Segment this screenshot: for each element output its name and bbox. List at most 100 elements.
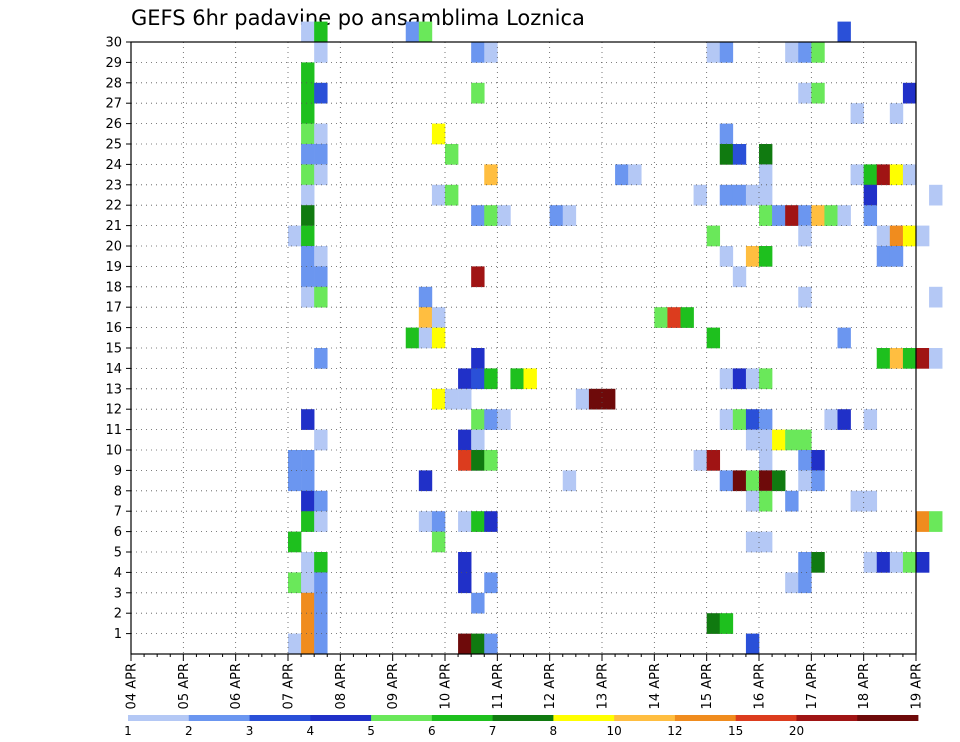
heatmap-cell <box>837 21 851 43</box>
heatmap-cell <box>902 348 917 369</box>
x-tick-label: 11 APR <box>491 663 506 709</box>
y-tick-label: 16 <box>105 321 122 336</box>
legend-swatch <box>553 715 615 721</box>
heatmap-cell <box>837 327 851 349</box>
legend-label: 1 <box>124 724 132 738</box>
heatmap-cell <box>615 164 629 186</box>
heatmap-cell <box>458 511 472 532</box>
heatmap-cell <box>431 511 446 532</box>
heatmap-cell <box>759 450 773 471</box>
heatmap-cell <box>314 82 328 104</box>
legend-label: 5 <box>367 724 375 738</box>
heatmap-cell <box>405 327 420 349</box>
heatmap-cell <box>863 409 878 430</box>
heatmap-cell <box>431 531 446 553</box>
heatmap-cell <box>916 552 930 573</box>
heatmap-cell <box>484 164 498 186</box>
x-tick-label: 06 APR <box>229 663 244 709</box>
heatmap-cell <box>850 164 864 186</box>
heatmap-cell <box>458 552 472 573</box>
heatmap-cell <box>458 388 472 410</box>
heatmap-cell <box>314 123 328 145</box>
heatmap-cell <box>471 633 485 655</box>
legend-swatch <box>492 715 554 721</box>
y-tick-label: 28 <box>105 76 122 91</box>
heatmap-cell <box>288 225 302 247</box>
heatmap-cell <box>301 266 315 288</box>
heatmap-cell <box>824 409 838 430</box>
heatmap-cell <box>471 511 485 532</box>
heatmap-cell <box>301 511 315 532</box>
x-tick-label: 19 APR <box>910 663 925 709</box>
y-tick-label: 4 <box>114 566 122 581</box>
heatmap-cell <box>759 205 773 226</box>
heatmap-cell <box>876 225 891 247</box>
x-tick-label: 18 APR <box>857 663 872 709</box>
legend-label: 2 <box>185 724 193 738</box>
y-tick-label: 20 <box>105 240 122 255</box>
heatmap-cell <box>458 450 472 471</box>
x-tick-label: 08 APR <box>334 663 349 709</box>
heatmap-cell <box>418 307 433 328</box>
heatmap-cell <box>772 205 786 226</box>
heatmap-cell <box>301 470 315 492</box>
heatmap-cell <box>759 184 773 206</box>
heatmap-cell <box>719 470 734 492</box>
heatmap-cell <box>458 429 472 451</box>
heatmap-cell <box>889 552 904 573</box>
heatmap-cell <box>719 123 734 145</box>
legend-swatch <box>371 715 433 721</box>
heatmap-cell <box>732 184 747 206</box>
heatmap-cell <box>876 164 891 186</box>
heatmap-cell <box>811 82 825 104</box>
heatmap-cell <box>314 266 328 288</box>
x-tick-label: 10 APR <box>439 663 454 709</box>
heatmap-cell <box>902 164 917 186</box>
heatmap-cell <box>745 531 760 553</box>
y-tick-label: 27 <box>105 97 122 112</box>
heatmap-cell <box>693 184 707 206</box>
heatmap-cell <box>301 592 315 614</box>
heatmap-cell <box>484 42 498 63</box>
y-tick-label: 3 <box>114 586 122 601</box>
y-tick-label: 7 <box>114 505 122 520</box>
heatmap-cell <box>562 205 577 226</box>
heatmap-cell <box>863 205 878 226</box>
legend-label: 7 <box>489 724 497 738</box>
heatmap-cell <box>719 144 734 165</box>
heatmap-cell <box>798 205 812 226</box>
legend-label: 3 <box>246 724 254 738</box>
heatmap-cell <box>759 246 773 267</box>
heatmap-cell <box>706 42 721 63</box>
heatmap-cell <box>418 286 433 308</box>
legend-swatch <box>796 715 858 721</box>
heatmap-cell <box>798 572 812 594</box>
heatmap-cell <box>471 409 485 430</box>
heatmap-cell <box>497 205 511 226</box>
heatmap-cell <box>929 286 943 308</box>
heatmap-cell <box>916 348 930 369</box>
heatmap-cell <box>902 82 917 104</box>
legend-swatch <box>188 715 250 721</box>
heatmap-cell <box>745 368 760 390</box>
heatmap-cell <box>889 246 904 267</box>
heatmap-cell <box>602 388 616 410</box>
y-tick-label: 18 <box>105 280 122 295</box>
heatmap-cell <box>732 266 747 288</box>
y-tick-label: 2 <box>114 607 122 622</box>
heatmap-cell <box>288 633 302 655</box>
heatmap-cell <box>719 409 734 430</box>
y-tick-label: 15 <box>105 342 122 357</box>
legend-swatch <box>128 715 190 721</box>
heatmap-cell <box>484 633 498 655</box>
heatmap-cell <box>418 511 433 532</box>
heatmap-cell <box>798 470 812 492</box>
heatmap-cell <box>458 633 472 655</box>
legend-swatch <box>674 715 737 721</box>
heatmap-cell <box>301 572 315 594</box>
heatmap-cell <box>588 388 603 410</box>
heatmap-cell <box>431 307 446 328</box>
heatmap-cell <box>301 225 315 247</box>
heatmap-cell <box>549 205 564 226</box>
